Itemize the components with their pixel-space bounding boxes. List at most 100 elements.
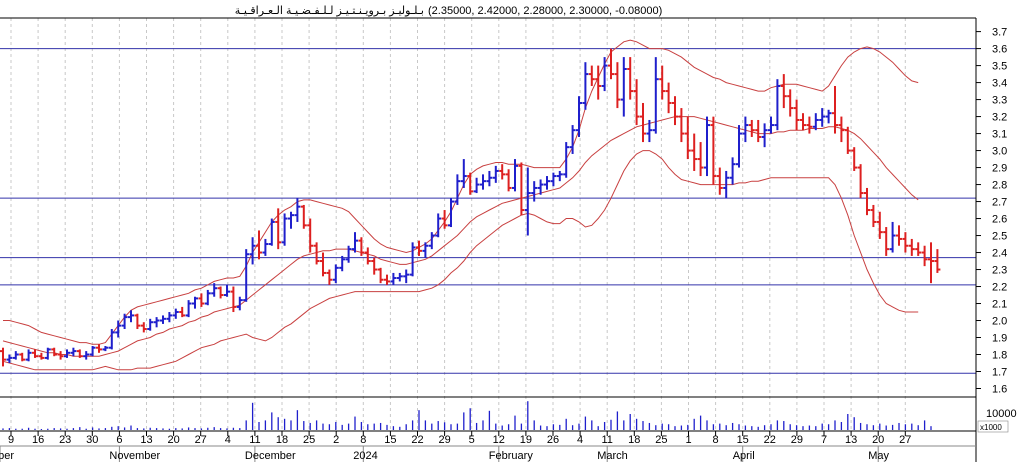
x-month-label: December [245,450,296,462]
volume-unit-label: x1000 [980,423,1002,432]
x-day-label: 8 [713,434,719,446]
ohlc-bar [83,351,90,360]
ohlc-bar [742,116,749,143]
y-tick-label: 1.8 [992,350,1007,362]
ohlc-bar [204,289,211,306]
ohlc-bar [774,79,781,131]
ohlc-bar [249,237,256,265]
ohlc-bar [646,119,653,143]
x-day-label: 11 [249,434,260,446]
ohlc-bar [627,57,634,100]
ohlc-bar [614,62,621,109]
ohlc-bar [134,313,141,330]
ohlc-bar [6,354,13,364]
ohlc-bar [19,352,26,362]
ohlc-bar [844,126,851,154]
ohlc-bar [454,174,461,205]
y-tick-label: 2.4 [992,248,1007,260]
ohlc-bar [160,315,166,324]
ohlc-bar [275,208,282,250]
ohlc-bar [691,133,698,171]
ohlc-bar [755,119,762,143]
x-day-label: 15 [384,434,396,446]
ohlc-bar [588,65,595,86]
ohlc-bar [736,125,742,168]
y-tick-label: 2.0 [992,316,1007,328]
ohlc-bar [576,96,582,137]
ohlc-bar [89,346,96,357]
vertical-grid [10,18,906,431]
x-day-label: 12 [493,434,505,446]
ohlc-bar [556,170,563,182]
y-tick-label: 3.2 [992,112,1007,124]
ohlc-bar [217,286,224,299]
y-tick-label: 1.7 [992,367,1007,379]
ohlc-bar [243,249,250,302]
ohlc-bar [448,198,454,228]
ohlc-bar [224,284,230,297]
ohlc-bar [403,269,410,284]
ohlc-bar [371,257,378,275]
x-day-label: 16 [32,434,44,446]
ohlc-bar [166,312,173,323]
x-day-label: 22 [411,434,423,446]
ohlc-bar [339,255,346,272]
ohlc-bar [51,347,58,357]
chart-title-text: بـلـوليـز بـرويـنـتـيـز لـلـفـضـيـة الـع… [235,5,424,17]
ohlc-bar [595,65,602,100]
ohlc-bar [512,159,518,192]
ohlc-bar [396,272,403,282]
x-day-label: 8 [360,434,366,446]
ohlc-bar [518,162,525,216]
y-tick-label: 3.1 [992,129,1007,141]
ohlc-bar [32,349,38,358]
ohlc-bar [102,346,109,352]
x-month-label: 2024 [353,450,377,462]
ohlc-bar [492,165,499,183]
ohlc-bar [787,89,794,117]
y-tick-label: 2.9 [992,163,1007,175]
ohlc-bar [531,181,538,202]
ohlc-bar [812,113,819,131]
x-day-label: 27 [195,434,207,446]
bollinger-bands [2,39,919,371]
y-tick-label: 2.8 [992,180,1007,192]
y-tick-label: 2.5 [992,231,1007,243]
ohlc-bar [908,238,915,256]
ohlc-bar [460,159,467,188]
ohlc-bar [108,329,115,350]
ohlc-bar [364,247,371,265]
x-month-label: April [733,450,755,462]
ohlc-bar [256,230,262,260]
ohlc-bar [857,164,864,199]
x-month-label: March [597,450,628,462]
ohlc-bar [864,187,870,216]
horizontal-lines [0,48,976,374]
ohlc-bar [294,198,301,222]
ohlc-bar [473,177,480,194]
y-tick-label: 2.2 [992,282,1007,294]
ohlc-bar [467,172,474,195]
y-tick-label: 2.6 [992,214,1007,226]
ohlc-bar [524,167,531,236]
ohlc-bar [582,62,589,110]
ohlc-bar [640,102,646,143]
ohlc-bar [729,157,736,185]
volume-bars [2,401,932,430]
ohlc-bar [697,142,704,177]
ohlc-bar [128,310,134,323]
ohlc-bar [435,213,442,238]
x-day-label: 25 [655,434,667,446]
x-day-label: 19 [520,434,532,446]
ohlc-bar [748,119,755,137]
ohlc-bar [345,245,352,263]
ohlc-bar [889,221,896,253]
ohlc-bar [422,242,429,258]
x-day-label: 7 [821,434,827,446]
ohlc-bar [281,213,288,246]
x-day-label: 25 [303,434,315,446]
bollinger-middle-line [2,116,919,357]
ohlc-bar [601,57,608,92]
ohlc-bar [761,123,768,148]
ohlc-bar [851,147,858,171]
